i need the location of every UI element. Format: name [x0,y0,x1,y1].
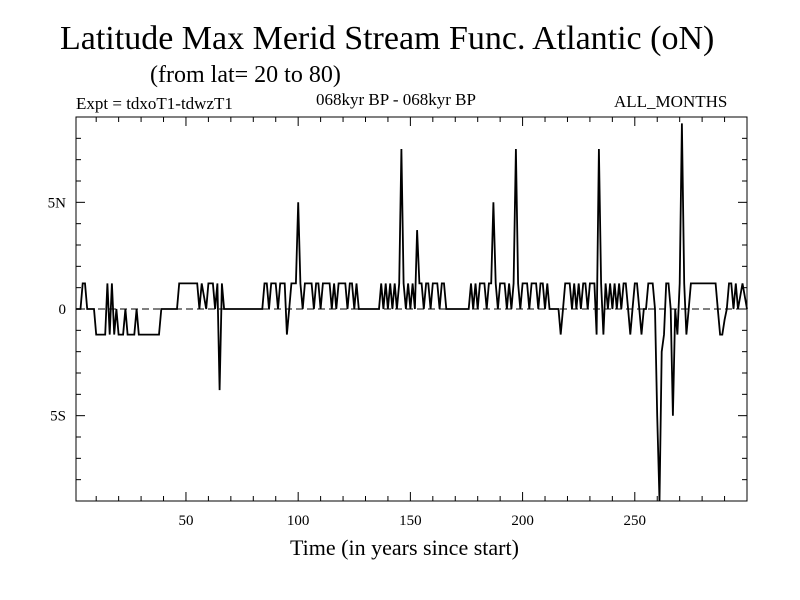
x-axis-label: Time (in years since start) [290,535,519,560]
x-tick-label: 50 [178,513,193,529]
period-label: 068kyr BP - 068kyr BP [316,90,476,109]
y-tick-label: 5N [48,195,67,211]
x-tick-label: 200 [511,513,534,529]
experiment-label: Expt = tdxoT1-tdwzT1 [76,94,233,113]
y-tick-label: 0 [59,302,67,318]
months-label: ALL_MONTHS [614,92,728,111]
x-tick-label: 100 [287,513,310,529]
y-tick-label: 5S [50,409,66,425]
y-tick-labels: 5S 0 5N [48,195,67,424]
tick-group [76,117,747,501]
series-line [76,123,748,502]
x-tick-label: 250 [624,513,647,529]
plot-frame [75,116,748,502]
chart-title: Latitude Max Merid Stream Func. Atlantic… [60,20,715,57]
x-tick-labels: 50 100 150 200 250 [178,513,646,529]
chart-subtitle: (from lat= 20 to 80) [150,62,341,88]
x-tick-label: 150 [399,513,422,529]
